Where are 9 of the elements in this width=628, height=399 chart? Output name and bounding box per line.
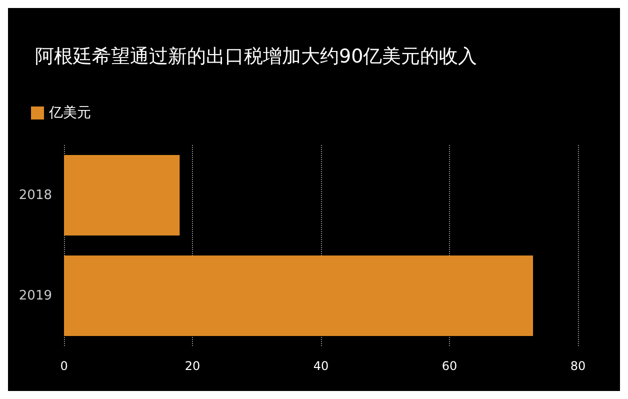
y-tick-label: 2019 [18,288,52,304]
x-tick-label: 40 [313,359,329,373]
x-tick-label: 20 [184,359,200,373]
x-tick-label: 80 [570,359,586,373]
y-tick-label: 2018 [18,188,52,203]
x-tick-label: 0 [60,359,68,373]
legend-label: 亿美元 [48,105,91,121]
x-tick-label: 60 [442,359,458,373]
chart-title: 阿根廷希望通过新的出口税增加大约90亿美元的收入 [35,46,478,68]
